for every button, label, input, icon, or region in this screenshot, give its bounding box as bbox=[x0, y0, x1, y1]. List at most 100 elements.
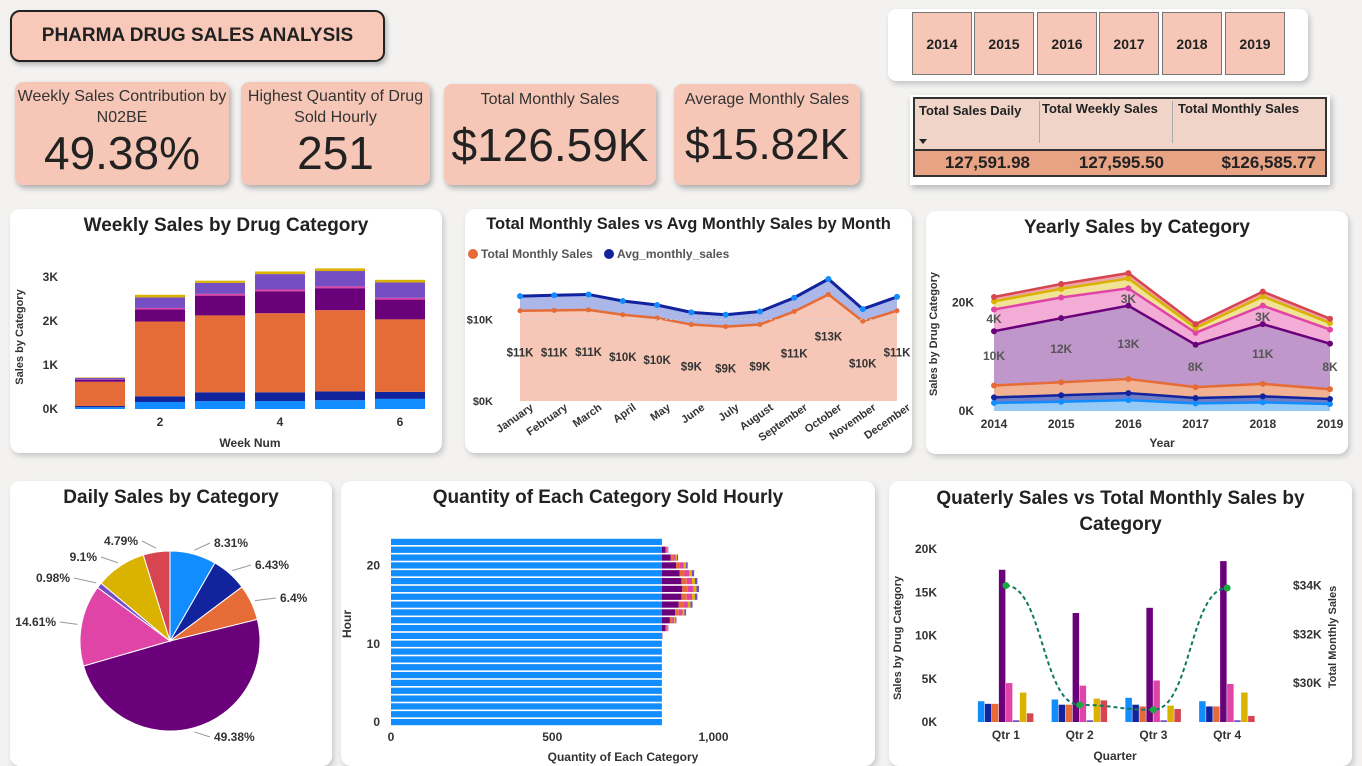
bar bbox=[1174, 709, 1181, 722]
leader-line bbox=[59, 621, 78, 625]
kpi-label: Highest Quantity of Drug Sold Hourly bbox=[247, 88, 424, 126]
kpi-card-n02be-contribution: Weekly Sales Contribution by N02BE 49.38… bbox=[15, 82, 229, 185]
kpi-label: Average Monthly Sales bbox=[684, 91, 850, 108]
hour-bar bbox=[391, 546, 662, 553]
bar bbox=[1100, 700, 1108, 722]
slice-label: 6.4% bbox=[280, 591, 308, 605]
data-label: 3K bbox=[1121, 292, 1137, 306]
area-point bbox=[1058, 379, 1065, 386]
y-tick-label: 0K bbox=[43, 402, 59, 416]
total-point bbox=[688, 322, 694, 328]
bar bbox=[1206, 706, 1213, 722]
year-slicer-item[interactable]: 2019 bbox=[1225, 12, 1285, 75]
total-line bbox=[519, 292, 898, 328]
avg-point bbox=[688, 309, 695, 316]
area-point bbox=[1125, 375, 1132, 382]
bar-segment bbox=[135, 297, 185, 308]
hour-bar-segment bbox=[661, 570, 680, 577]
hour-bar-segment bbox=[666, 624, 668, 632]
bar-segment bbox=[135, 396, 185, 402]
chart-title: Total Monthly Sales vs Avg Monthly Sales… bbox=[486, 215, 891, 233]
data-label: 8K bbox=[1322, 360, 1338, 374]
bar-segment bbox=[195, 392, 245, 402]
y-tick-label: 10 bbox=[367, 637, 381, 651]
bar bbox=[1220, 561, 1227, 722]
year-slicer-item[interactable]: 2018 bbox=[1162, 12, 1222, 75]
hour-bar-segment bbox=[681, 577, 687, 585]
data-label: $10K bbox=[643, 355, 671, 367]
bar-segment bbox=[375, 398, 425, 409]
hour-bar-segment bbox=[693, 585, 697, 593]
hour-bar-segment bbox=[684, 570, 690, 577]
bar-segment bbox=[315, 286, 365, 289]
x-tick-label: Qtr 3 bbox=[1139, 728, 1167, 742]
x-axis-label: Quarter bbox=[1093, 749, 1137, 763]
avg-area bbox=[520, 279, 897, 327]
hour-bar-segment bbox=[689, 570, 692, 577]
area-point bbox=[991, 306, 997, 313]
area-line bbox=[993, 271, 1331, 326]
total-point bbox=[757, 322, 763, 328]
bar-segment bbox=[75, 380, 125, 382]
data-label: $11K bbox=[541, 347, 569, 359]
hour-bar-segment bbox=[678, 609, 683, 616]
table-header-total-weekly-sales[interactable]: Total Weekly Sales bbox=[1039, 101, 1174, 143]
area-point bbox=[1327, 320, 1333, 327]
y-tick-label: $10K bbox=[467, 315, 493, 327]
bar-segment bbox=[255, 401, 305, 409]
bar-segment bbox=[135, 401, 185, 409]
year-slicer-item[interactable]: 2016 bbox=[1037, 12, 1097, 75]
x-axis-label: Year bbox=[1149, 436, 1175, 450]
weekly-sales-card: Weekly Sales by Drug Category 0K 1K 2K 3K 2 4… bbox=[10, 209, 442, 453]
y-tick-label: 3K bbox=[43, 270, 59, 284]
bar bbox=[1019, 692, 1027, 722]
sort-down-icon[interactable] bbox=[919, 139, 927, 144]
daily-sales-card: Daily Sales by Category 8.31% 6.43% 6.4% 49… bbox=[10, 481, 332, 766]
data-label: 13K bbox=[1117, 337, 1139, 351]
hour-bar-segment bbox=[682, 585, 688, 593]
x-tick-label: 2017 bbox=[1182, 417, 1209, 431]
bar-segment bbox=[195, 315, 245, 393]
x-tick-label: June bbox=[679, 402, 707, 427]
hour-bar-segment bbox=[685, 562, 688, 569]
hour-bar-segment bbox=[661, 577, 682, 585]
kpi-card-average-monthly-sales: Average Monthly Sales $15.82K bbox=[674, 84, 860, 185]
avg-point bbox=[517, 293, 523, 300]
year-slicer-item[interactable]: 2017 bbox=[1099, 12, 1159, 75]
chart-title: Yearly Sales by Category bbox=[1023, 217, 1250, 238]
total-point bbox=[825, 291, 831, 297]
bar-segment bbox=[315, 288, 365, 311]
bar-segment bbox=[255, 289, 305, 292]
area-point bbox=[1327, 396, 1333, 403]
hour-bar-segment bbox=[682, 609, 685, 616]
hour-bar-segment bbox=[665, 546, 667, 553]
x-tick-label: 2019 bbox=[1317, 417, 1344, 431]
area-point bbox=[1058, 392, 1065, 399]
legend-marker bbox=[604, 249, 614, 259]
hour-bar-segment bbox=[661, 624, 666, 632]
table-header-total-monthly-sales[interactable]: Total Monthly Sales bbox=[1172, 101, 1322, 143]
hour-bar-segment bbox=[673, 554, 676, 561]
bar bbox=[1199, 701, 1206, 722]
hour-bar-segment bbox=[661, 601, 679, 608]
data-label: $13K bbox=[815, 331, 843, 343]
hour-bar-segment bbox=[679, 570, 685, 577]
legend-label: Total Monthly Sales bbox=[481, 247, 593, 261]
leader-line bbox=[100, 556, 119, 564]
table-header-total-sales-daily[interactable]: Total Sales Daily bbox=[919, 103, 1022, 118]
year-slicer-item[interactable]: 2015 bbox=[974, 12, 1034, 75]
year-slicer-item[interactable]: 2014 bbox=[912, 12, 972, 75]
hour-bar-segment bbox=[691, 570, 695, 577]
bar-segment bbox=[315, 310, 365, 392]
leader-line bbox=[141, 540, 157, 549]
data-label: $11K bbox=[884, 348, 912, 360]
area-point bbox=[991, 294, 997, 300]
bar bbox=[1005, 683, 1013, 722]
hour-bar bbox=[391, 640, 662, 647]
pie-slice bbox=[79, 586, 172, 667]
bar-segment bbox=[195, 293, 245, 296]
area-line bbox=[993, 304, 1331, 347]
area-line bbox=[993, 277, 1331, 330]
x-tick-label: May bbox=[648, 401, 673, 424]
x-tick-label: 500 bbox=[542, 730, 562, 744]
